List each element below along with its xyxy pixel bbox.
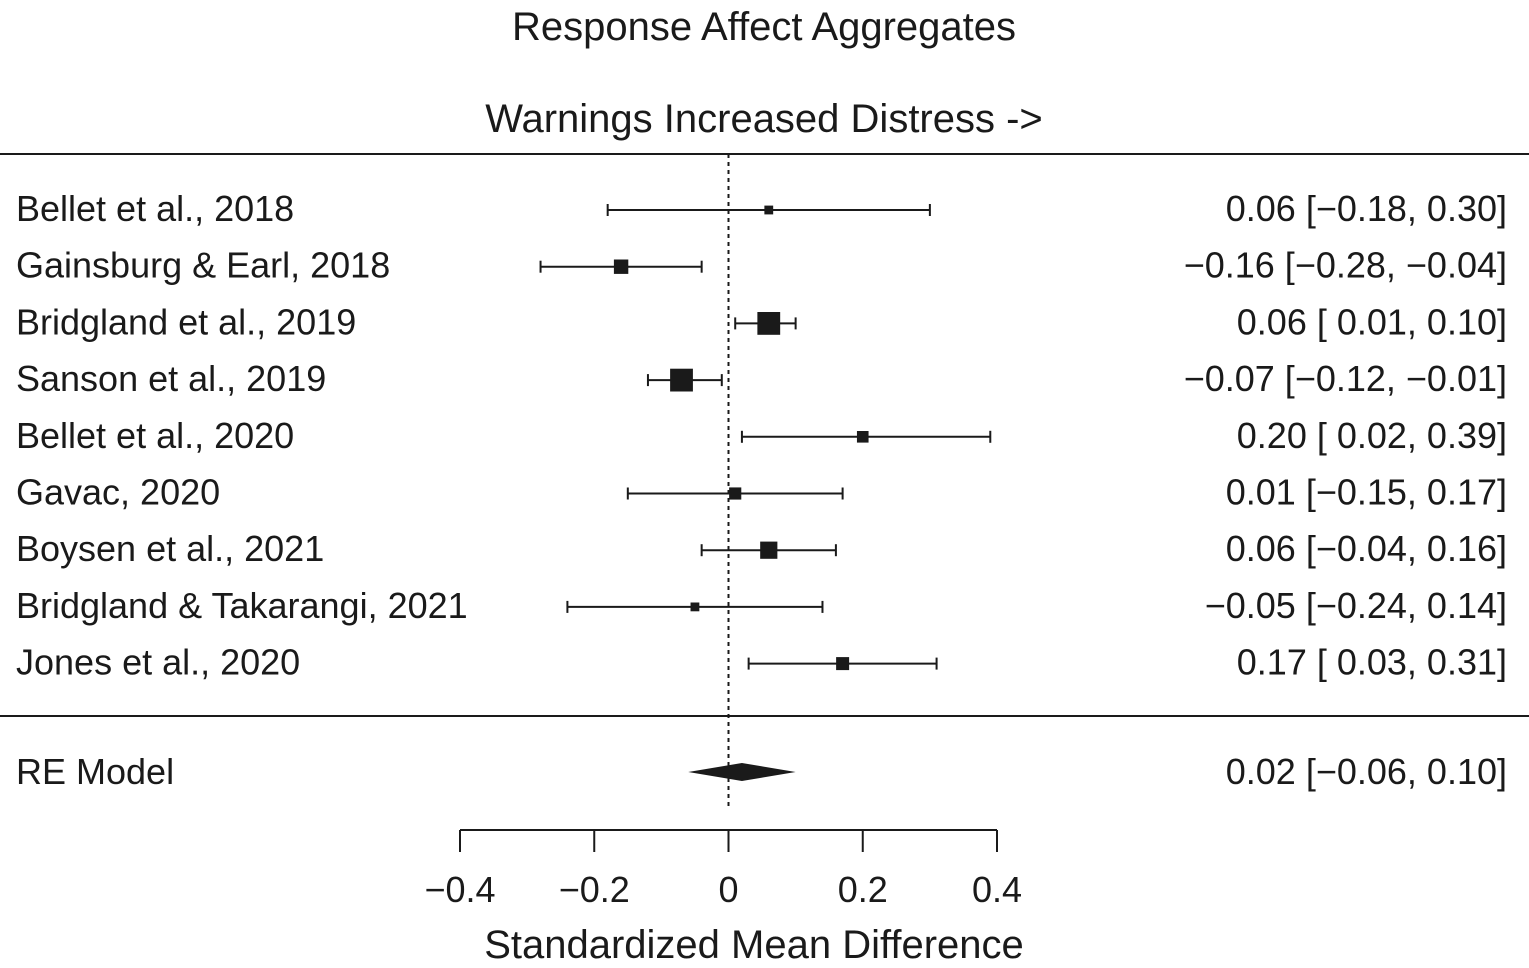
study-label: Bellet et al., 2020 [16, 415, 294, 456]
study-label: Gavac, 2020 [16, 472, 220, 513]
chart-title: Response Affect Aggregates [512, 5, 1016, 49]
point-estimate [764, 205, 774, 215]
study-estimate-text: 0.20 [ 0.02, 0.39] [1237, 415, 1507, 456]
chart-subtitle: Warnings Increased Distress -> [485, 97, 1043, 141]
study-estimate-text: 0.17 [ 0.03, 0.31] [1237, 642, 1507, 683]
study-row: Boysen et al., 2021 0.06 [−0.04, 0.16] [16, 528, 1507, 569]
point-estimate [729, 487, 742, 500]
study-row: Bellet et al., 2018 0.06 [−0.18, 0.30] [16, 188, 1507, 229]
study-label: Sanson et al., 2019 [16, 358, 326, 399]
point-estimate [757, 312, 781, 335]
x-tick-label: 0.4 [972, 869, 1022, 910]
study-estimate-text: 0.01 [−0.15, 0.17] [1226, 472, 1507, 513]
study-row: Sanson et al., 2019 −0.07 [−0.12, −0.01] [16, 358, 1507, 399]
study-estimate-text: 0.06 [ 0.01, 0.10] [1237, 301, 1507, 342]
study-estimate-text: −0.07 [−0.12, −0.01] [1184, 358, 1507, 399]
point-estimate [856, 431, 869, 443]
study-estimate-text: −0.05 [−0.24, 0.14] [1205, 585, 1507, 626]
point-estimate [690, 602, 700, 612]
study-label: Bridgland & Takarangi, 2021 [16, 585, 468, 626]
study-label: Bellet et al., 2018 [16, 188, 294, 229]
study-row: Bridgland et al., 2019 0.06 [ 0.01, 0.10] [16, 301, 1507, 342]
study-label: Gainsburg & Earl, 2018 [16, 245, 390, 286]
x-tick-label: −0.4 [424, 869, 495, 910]
study-row: Bridgland & Takarangi, 2021 −0.05 [−0.24,… [16, 585, 1507, 626]
summary-text: 0.02 [−0.06, 0.10] [1226, 751, 1507, 792]
study-label: Jones et al., 2020 [16, 642, 300, 683]
study-row: Gavac, 2020 0.01 [−0.15, 0.17] [16, 472, 1507, 513]
study-row: Bellet et al., 2020 0.20 [ 0.02, 0.39] [16, 415, 1507, 456]
study-row: Jones et al., 2020 0.17 [ 0.03, 0.31] [16, 642, 1507, 683]
study-label: Bridgland et al., 2019 [16, 301, 356, 342]
point-estimate [760, 541, 778, 559]
x-axis-ticks: −0.4 −0.2 0 0.2 0.4 [424, 830, 1022, 910]
point-estimate [836, 657, 850, 671]
point-estimate [670, 368, 693, 392]
study-rows: Bellet et al., 2018 0.06 [−0.18, 0.30] Gai… [16, 188, 1507, 683]
summary-diamond [688, 763, 796, 781]
x-tick-label: −0.2 [559, 869, 630, 910]
point-estimate [613, 259, 629, 274]
x-tick-label: 0.2 [838, 869, 888, 910]
study-row: Gainsburg & Earl, 2018 −0.16 [−0.28, −0.0… [16, 245, 1507, 286]
study-estimate-text: −0.16 [−0.28, −0.04] [1184, 245, 1507, 286]
study-estimate-text: 0.06 [−0.04, 0.16] [1226, 528, 1507, 569]
study-estimate-text: 0.06 [−0.18, 0.30] [1226, 188, 1507, 229]
summary-label: RE Model [16, 751, 174, 792]
x-tick-label: 0 [718, 869, 738, 910]
x-axis-label: Standardized Mean Difference [484, 923, 1024, 967]
study-label: Boysen et al., 2021 [16, 528, 324, 569]
